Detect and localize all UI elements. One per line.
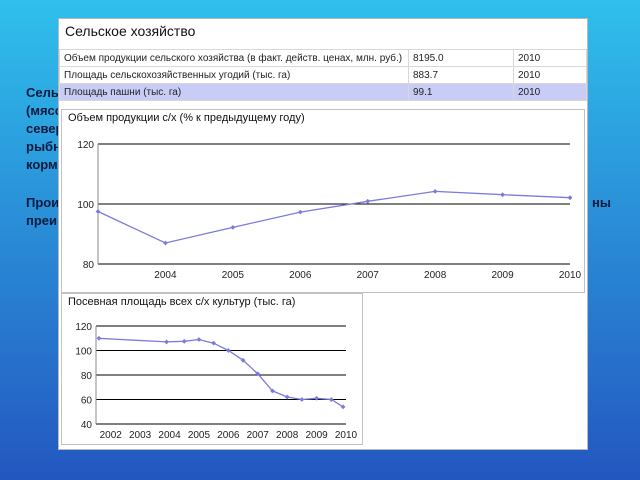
data-point [299, 397, 305, 402]
y-tick-label: 60 [81, 396, 93, 407]
y-tick-label: 80 [83, 260, 95, 271]
chart-title: Объем продукции с/х (% к предыдущему год… [68, 112, 305, 124]
y-tick-label: 120 [77, 140, 94, 151]
row-label: Площадь пашни (тыс. га) [59, 83, 409, 101]
table-row: Площадь сельскохозяйственных угодий (тыс… [59, 66, 587, 84]
panel-title: Сельское хозяйство [65, 23, 196, 39]
production-chart: Объем продукции с/х (% к предыдущему год… [61, 109, 585, 293]
x-tick-label: 2003 [129, 430, 152, 441]
data-point [163, 240, 168, 246]
slide-text-line: Сель [26, 85, 59, 100]
sown-area-chart-svg: 40 60 80 100 120 2002 2003 2004 2005 2006 2007 2008… [75, 322, 358, 441]
data-point [95, 209, 101, 214]
data-point [500, 192, 505, 198]
chart-title: Посевная площадь всех с/х культур (тыс. … [68, 296, 296, 308]
x-tick-label: 2005 [188, 430, 211, 441]
data-point [365, 198, 371, 204]
x-tick-label: 2009 [491, 270, 514, 281]
data-point [297, 209, 303, 215]
x-tick-label: 2007 [247, 430, 270, 441]
x-tick-label: 2010 [559, 270, 582, 281]
series-line [97, 190, 571, 244]
y-tick-label: 100 [75, 347, 92, 358]
row-label: Объем продукции сельского хозяйства (в ф… [59, 49, 409, 67]
slide-text-line: (мясо [26, 103, 63, 118]
data-point [567, 195, 573, 201]
x-tick-label: 2008 [424, 270, 447, 281]
y-tick-label: 40 [81, 420, 93, 431]
slide-text-line: север [26, 121, 64, 136]
row-year: 2010 [513, 83, 587, 101]
data-point [314, 395, 319, 401]
indicator-table: Объем продукции сельского хозяйства (в ф… [59, 49, 587, 101]
sown-area-chart: Посевная площадь всех с/х культур (тыс. … [61, 293, 363, 445]
slide-text-line: ны [592, 195, 611, 210]
agriculture-panel: Сельское хозяйство Объем продукции сельс… [58, 18, 588, 450]
data-point [96, 335, 102, 341]
data-point [255, 371, 261, 377]
data-point [211, 340, 217, 346]
data-point [340, 404, 346, 410]
data-point [240, 357, 246, 363]
x-tick-label: 2002 [100, 430, 123, 441]
data-point [432, 189, 438, 194]
data-point [196, 337, 202, 342]
x-tick-label: 2004 [154, 270, 177, 281]
x-tick-label: 2008 [276, 430, 299, 441]
x-tick-label: 2006 [289, 270, 312, 281]
row-label: Площадь сельскохозяйственных угодий (тыс… [59, 66, 409, 84]
x-tick-label: 2004 [158, 430, 181, 441]
series-line [98, 337, 344, 408]
data-point [284, 394, 290, 400]
slide-text-line: преи [26, 213, 58, 228]
x-tick-label: 2009 [305, 430, 328, 441]
x-tick-label: 2005 [222, 270, 245, 281]
y-tick-label: 120 [75, 322, 92, 333]
data-point [181, 338, 187, 344]
data-point [164, 339, 169, 345]
data-point [230, 225, 236, 230]
x-tick-label: 2010 [335, 430, 358, 441]
table-row: Площадь пашни (тыс. га) 99.1 2010 [59, 83, 587, 101]
x-tick-label: 2007 [357, 270, 380, 281]
row-value: 99.1 [408, 83, 514, 101]
row-year: 2010 [513, 66, 587, 84]
data-point [270, 388, 275, 394]
production-chart-svg: 80 100 120 2004 2005 2006 2007 2008 2009 2010 [77, 140, 582, 281]
y-tick-label: 80 [81, 371, 93, 382]
row-value: 8195.0 [408, 49, 514, 67]
table-row: Объем продукции сельского хозяйства (в ф… [59, 49, 587, 67]
y-tick-label: 100 [77, 200, 94, 211]
row-year: 2010 [513, 49, 587, 67]
slide-text-line: рыбн [26, 139, 61, 154]
slide-text-line: Прои [26, 195, 60, 210]
x-tick-label: 2006 [217, 430, 240, 441]
row-value: 883.7 [408, 66, 514, 84]
slide-text-line: корм [26, 157, 58, 172]
